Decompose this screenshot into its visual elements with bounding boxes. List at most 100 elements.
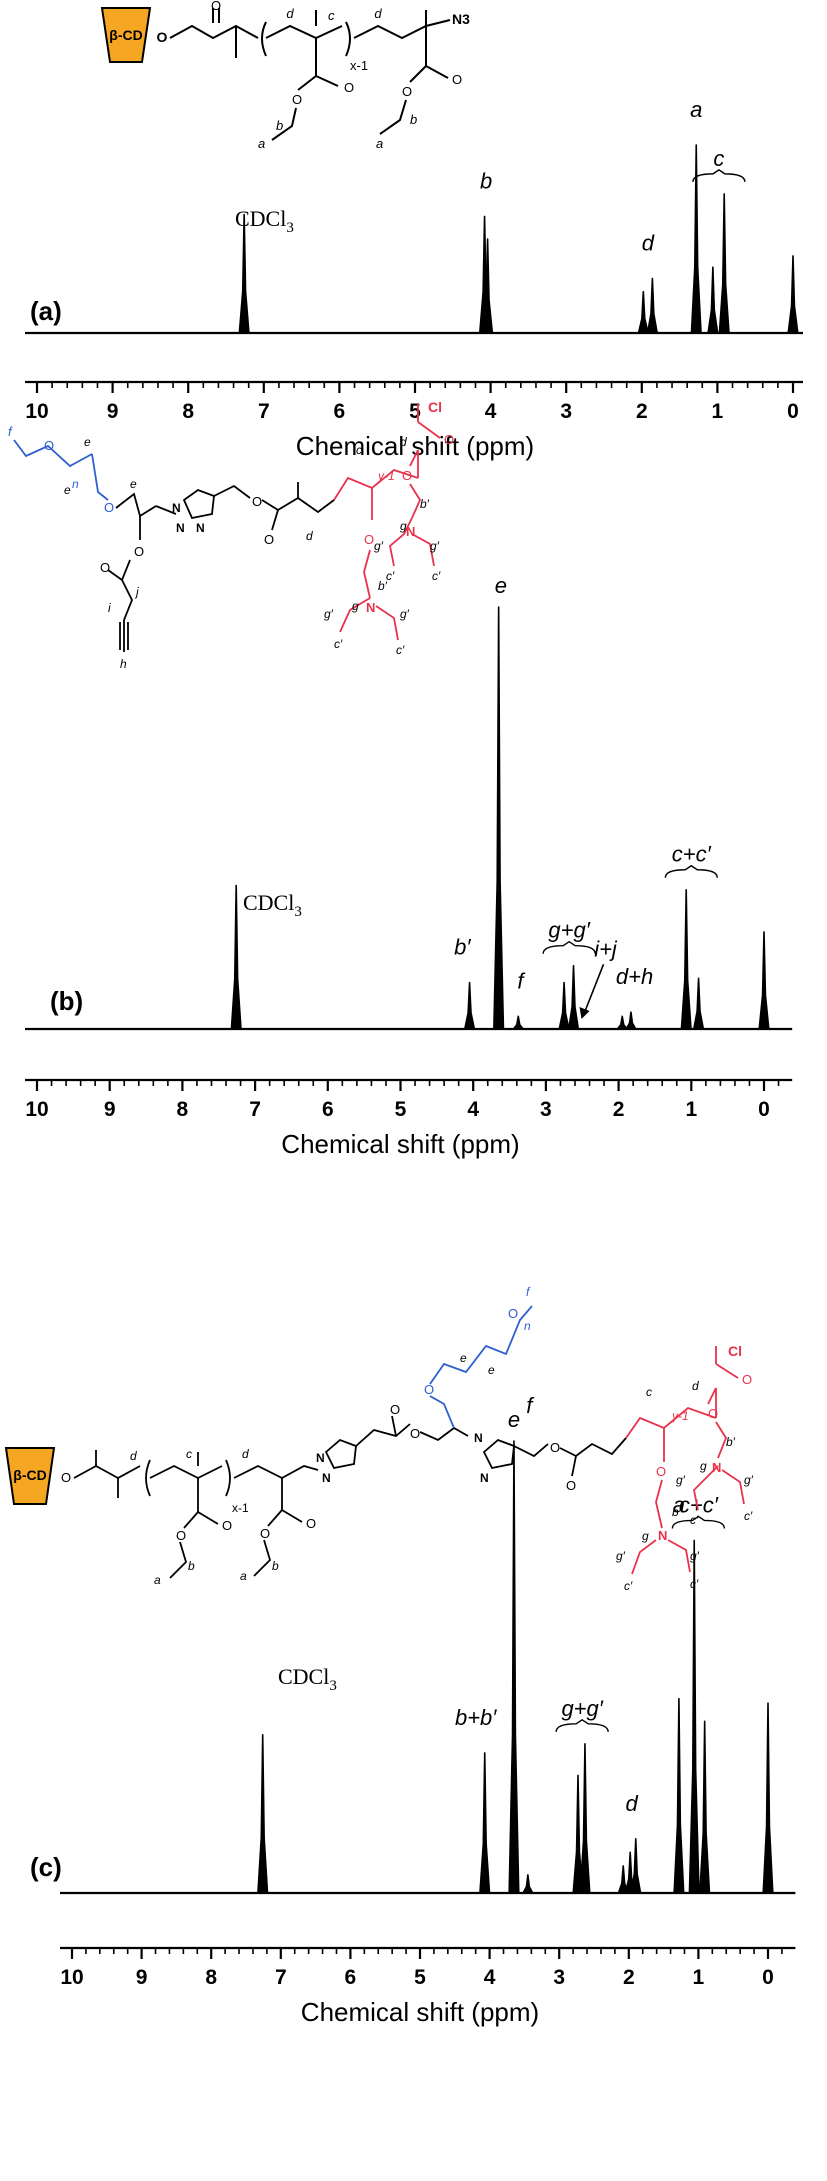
label-g: g — [642, 1529, 649, 1543]
repeat-n: n — [524, 1319, 531, 1333]
label-gp: g′ — [324, 607, 334, 621]
beta-cd-icon — [100, 7, 152, 63]
spectrum-peak — [558, 981, 570, 1030]
label-gp: g′ — [616, 1549, 626, 1563]
carbonyl-bond — [417, 421, 441, 439]
repeat-y: y-1 — [377, 469, 395, 483]
carbonyl-bond — [391, 1415, 397, 1437]
spectrum-peak — [718, 193, 730, 334]
label-cp: c′ — [690, 1577, 699, 1591]
pdeaema-amine — [389, 517, 413, 567]
ethyl-bond — [379, 99, 407, 135]
x-tick-label: 7 — [275, 1966, 287, 1989]
peak-assignment-label: d — [642, 230, 655, 255]
x-tick-label: 10 — [25, 1098, 48, 1121]
pdeaema-amine — [411, 533, 435, 567]
spectrum-peak — [522, 1874, 534, 1894]
spectrum-peak — [692, 977, 705, 1030]
spectrum-peak — [637, 290, 649, 334]
peak-assignment-label: f — [517, 968, 526, 993]
label-c: c — [646, 1385, 652, 1399]
peak-assignment-label: i+j — [594, 936, 618, 961]
label-d: d — [242, 1447, 249, 1461]
spectrum-peak — [463, 981, 476, 1030]
ester-bond — [315, 75, 339, 87]
panel-label: (c) — [30, 1852, 62, 1882]
peak-assignment-label: e — [495, 573, 507, 598]
pdeaema-backbone — [625, 1406, 717, 1439]
spectrum-peak — [758, 931, 770, 1030]
solvent-subscript: 3 — [329, 1678, 337, 1694]
label-d: d — [286, 6, 294, 21]
carbonyl-oxygen: O — [452, 72, 462, 87]
label-bp: b′ — [726, 1435, 736, 1449]
peak-assignment-label: e — [508, 1407, 520, 1432]
x-tick-label: 1 — [693, 1966, 705, 1989]
x-tick-label: 0 — [762, 1966, 774, 1989]
label-i: i — [108, 601, 111, 615]
peo-chain — [91, 453, 109, 501]
assignment-arrow — [582, 964, 605, 1016]
chlorine: Cl — [728, 1343, 742, 1359]
x-tick-label: 9 — [136, 1966, 148, 1989]
carbonyl-oxygen: O — [390, 1402, 400, 1417]
spectrum-peak — [625, 1011, 637, 1030]
x-tick-label: 4 — [485, 400, 497, 423]
peak-assignment-label: d — [625, 1791, 638, 1816]
triazole-n: N — [322, 1471, 331, 1485]
x-tick-label: 1 — [712, 400, 724, 423]
spectrum-peak — [230, 884, 242, 1030]
label-d: d — [692, 1379, 699, 1393]
label-h: h — [120, 657, 127, 671]
label-f: f — [526, 1285, 531, 1299]
ethyl-bond — [253, 1539, 272, 1577]
ester-oxygen: O — [550, 1440, 560, 1455]
spectrum-peak — [630, 1837, 642, 1894]
x-tick-label: 5 — [395, 1098, 407, 1121]
triazole-n: N — [172, 501, 181, 515]
label-gp: g′ — [430, 539, 440, 553]
spectrum-peak — [688, 1539, 700, 1894]
ester-oxygen: O — [708, 1406, 718, 1421]
x-tick-label: 0 — [787, 400, 799, 423]
triazole-n: N — [316, 1451, 325, 1465]
structure-c: β-CD O d c — [4, 1285, 754, 1593]
pdeaema-sidechain — [655, 1479, 663, 1529]
peak-assignment-label: c+c′ — [679, 1492, 719, 1517]
label-gp: g′ — [374, 539, 384, 553]
carbonyl-bond — [571, 1455, 577, 1477]
spectrum-peak — [707, 266, 719, 334]
label-g: g — [700, 1459, 707, 1473]
assignment-brace — [542, 940, 596, 954]
x-tick-label: 10 — [25, 400, 48, 423]
label-e: e — [84, 435, 91, 449]
spectrum-peak — [673, 1697, 685, 1894]
ethyl-bond — [271, 107, 297, 141]
label-e: e — [64, 483, 71, 497]
amine-nitrogen: N — [658, 1528, 667, 1543]
peo-oxygen: O — [104, 500, 114, 515]
amine-nitrogen: N — [712, 1460, 721, 1475]
label-e: e — [488, 1363, 495, 1377]
spectrum-peak — [690, 144, 702, 334]
peak-assignment-label: g+g′ — [548, 918, 590, 943]
carbonyl-oxygen: O — [742, 1372, 752, 1387]
peo-chain — [429, 1305, 533, 1385]
ester-oxygen: O — [656, 1464, 666, 1479]
linker-bond — [213, 484, 251, 499]
triazole-n: N — [474, 1431, 483, 1445]
backbone-bond — [233, 1464, 319, 1480]
carbonyl-oxygen: O — [100, 560, 110, 575]
spectrum-peak — [493, 606, 505, 1030]
alkyne-linker — [107, 559, 131, 582]
label-d: d — [374, 6, 382, 21]
alkyne-linker — [121, 579, 133, 621]
repeat-n: n — [72, 477, 79, 491]
spectrum-peak — [680, 888, 692, 1030]
x-tick-label: 8 — [205, 1966, 217, 1989]
x-tick-label: 2 — [623, 1966, 635, 1989]
linker-bond — [419, 1426, 469, 1442]
label-b: b — [276, 118, 283, 133]
